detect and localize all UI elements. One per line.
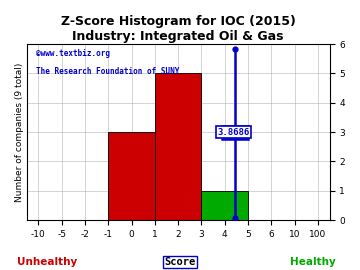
Text: ©www.textbiz.org: ©www.textbiz.org [36, 49, 110, 58]
Text: 3.8686: 3.8686 [217, 128, 250, 137]
Bar [202, 191, 248, 220]
Bar [108, 132, 155, 220]
Text: Unhealthy: Unhealthy [17, 257, 77, 267]
Text: Healthy: Healthy [290, 257, 336, 267]
Bar [155, 73, 202, 220]
Text: Score: Score [165, 257, 195, 267]
Y-axis label: Number of companies (9 total): Number of companies (9 total) [15, 62, 24, 202]
Text: The Research Foundation of SUNY: The Research Foundation of SUNY [36, 67, 179, 76]
Title: Z-Score Histogram for IOC (2015)
Industry: Integrated Oil & Gas: Z-Score Histogram for IOC (2015) Industr… [61, 15, 296, 43]
